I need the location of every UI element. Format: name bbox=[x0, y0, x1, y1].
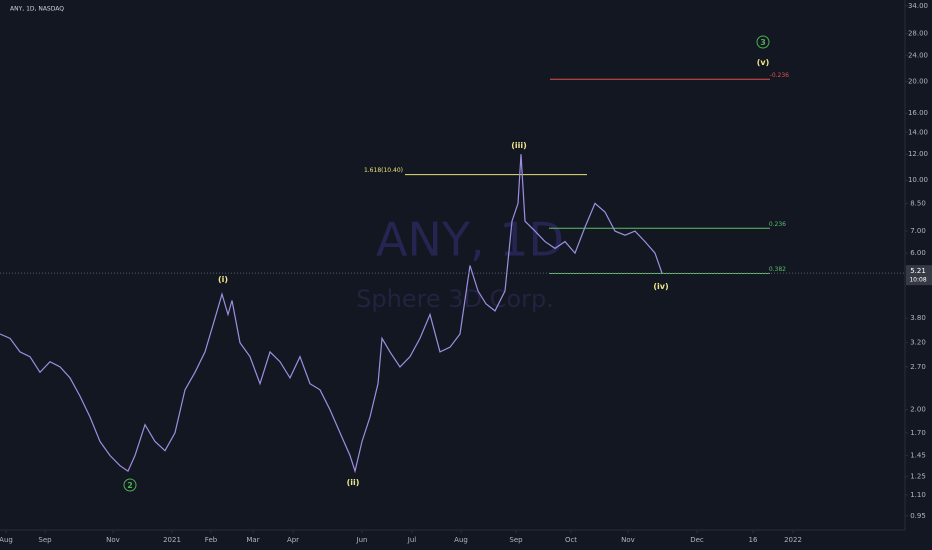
y-tick-label: 1.25 bbox=[910, 473, 926, 481]
fib-label: 0.236 bbox=[769, 221, 786, 228]
fib-label: -0.236 bbox=[770, 72, 790, 79]
wave-label: (v) bbox=[757, 58, 770, 67]
x-tick-label: Feb bbox=[205, 536, 218, 544]
x-tick-label: Sep bbox=[509, 536, 523, 544]
y-tick-label: 1.70 bbox=[910, 429, 926, 437]
y-tick-label: 1.45 bbox=[910, 452, 926, 460]
countdown: 10:08 bbox=[909, 277, 926, 284]
watermark-subtitle: Sphere 3D Corp. bbox=[356, 285, 554, 313]
wave-circle bbox=[123, 478, 137, 492]
y-tick-label: 24.00 bbox=[908, 51, 928, 59]
x-tick-label: Sep bbox=[38, 536, 52, 544]
x-tick-label: Nov bbox=[106, 536, 120, 544]
y-tick-label: 2.00 bbox=[910, 406, 926, 414]
wave-label: (i) bbox=[218, 275, 228, 284]
x-tick-label: 16 bbox=[749, 536, 758, 544]
y-tick-label: 16.00 bbox=[908, 109, 928, 117]
y-tick-label: 14.00 bbox=[908, 128, 928, 136]
wave-circle bbox=[756, 35, 770, 49]
y-tick-label: 0.95 bbox=[910, 512, 926, 520]
y-tick-label: 1.10 bbox=[910, 491, 926, 499]
y-tick-label: 34.00 bbox=[908, 2, 928, 10]
x-tick-label: 2021 bbox=[163, 536, 181, 544]
wave-label: (iv) bbox=[653, 282, 668, 291]
y-tick-label: 3.20 bbox=[910, 339, 926, 347]
y-tick-label: 3.80 bbox=[910, 314, 926, 322]
y-tick-label: 8.50 bbox=[910, 199, 926, 207]
y-tick-label: 28.00 bbox=[908, 29, 928, 37]
x-tick-label: 2022 bbox=[784, 536, 802, 544]
wave-label: 2 bbox=[127, 481, 133, 490]
symbol-info: ANY, 1D, NASDAQ bbox=[10, 6, 64, 13]
wave-label: (iii) bbox=[511, 141, 527, 150]
last-price-label: 5.21 bbox=[910, 267, 926, 275]
x-tick-label: Aug bbox=[0, 536, 13, 544]
x-tick-label: Aug bbox=[454, 536, 468, 544]
x-tick-label: Apr bbox=[287, 536, 299, 544]
y-tick-label: 12.00 bbox=[908, 150, 928, 158]
x-tick-label: Mar bbox=[246, 536, 259, 544]
price-line bbox=[0, 154, 663, 474]
y-tick-label: 2.70 bbox=[910, 363, 926, 371]
y-tick-label: 6.00 bbox=[910, 249, 926, 257]
wave-label: (ii) bbox=[347, 478, 360, 487]
x-tick-label: Jun bbox=[356, 536, 368, 544]
x-tick-label: Jul bbox=[407, 536, 417, 544]
watermark-title: ANY, 1D bbox=[376, 213, 564, 267]
x-tick-label: Nov bbox=[621, 536, 635, 544]
fib-label: 1.618(10.40) bbox=[364, 167, 403, 174]
x-tick-label: Oct bbox=[565, 536, 577, 544]
wave-label: 3 bbox=[760, 38, 766, 47]
fib-label: 0.382 bbox=[769, 266, 786, 273]
last-price-box bbox=[906, 265, 932, 286]
y-tick-label: 10.00 bbox=[908, 176, 928, 184]
x-tick-label: Dec bbox=[690, 536, 704, 544]
y-tick-label: 7.00 bbox=[910, 227, 926, 235]
y-tick-label: 20.00 bbox=[908, 77, 928, 85]
